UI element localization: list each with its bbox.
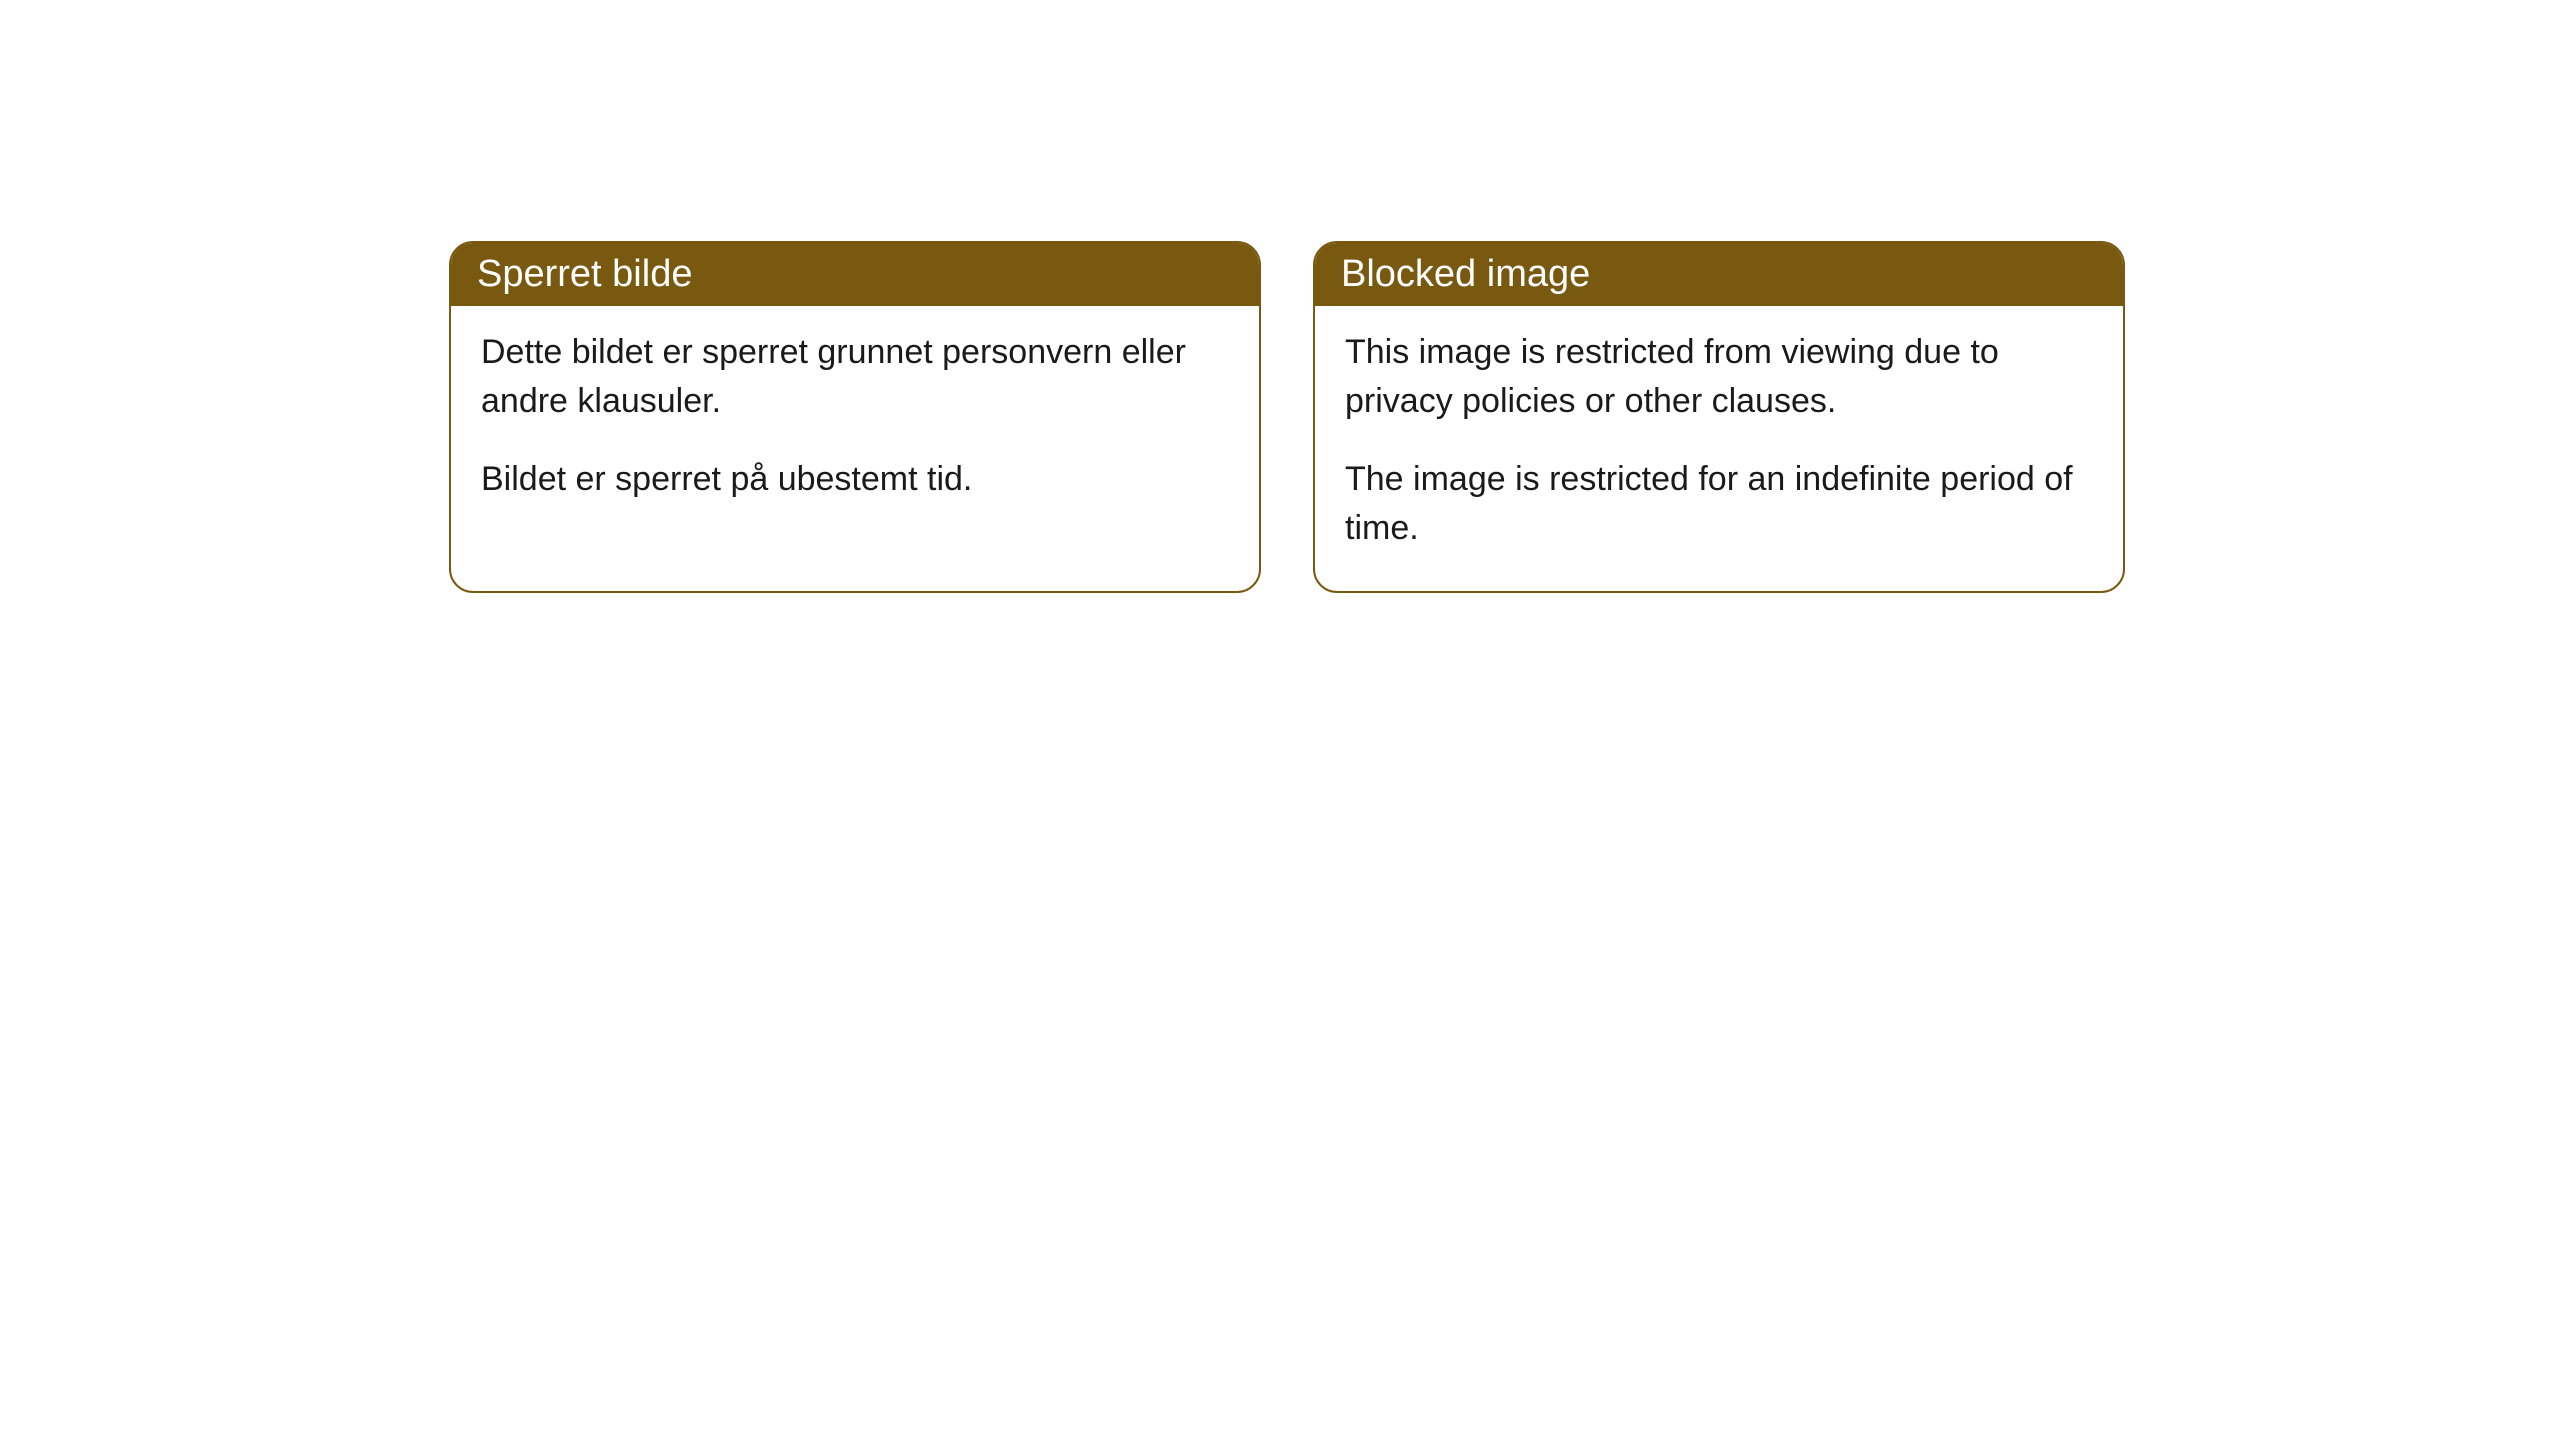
card-body-norwegian: Dette bildet er sperret grunnet personve… xyxy=(451,306,1259,542)
card-header-norwegian: Sperret bilde xyxy=(451,243,1259,306)
blocked-image-card-english: Blocked image This image is restricted f… xyxy=(1313,241,2125,593)
card-paragraph-1-english: This image is restricted from viewing du… xyxy=(1345,328,2093,427)
card-paragraph-2-norwegian: Bildet er sperret på ubestemt tid. xyxy=(481,455,1229,504)
card-body-english: This image is restricted from viewing du… xyxy=(1315,306,2123,591)
card-paragraph-2-english: The image is restricted for an indefinit… xyxy=(1345,455,2093,554)
notice-cards-container: Sperret bilde Dette bildet er sperret gr… xyxy=(449,241,2125,593)
card-title-norwegian: Sperret bilde xyxy=(477,253,692,295)
card-paragraph-1-norwegian: Dette bildet er sperret grunnet personve… xyxy=(481,328,1229,427)
blocked-image-card-norwegian: Sperret bilde Dette bildet er sperret gr… xyxy=(449,241,1261,593)
card-title-english: Blocked image xyxy=(1341,253,1590,295)
card-header-english: Blocked image xyxy=(1315,243,2123,306)
